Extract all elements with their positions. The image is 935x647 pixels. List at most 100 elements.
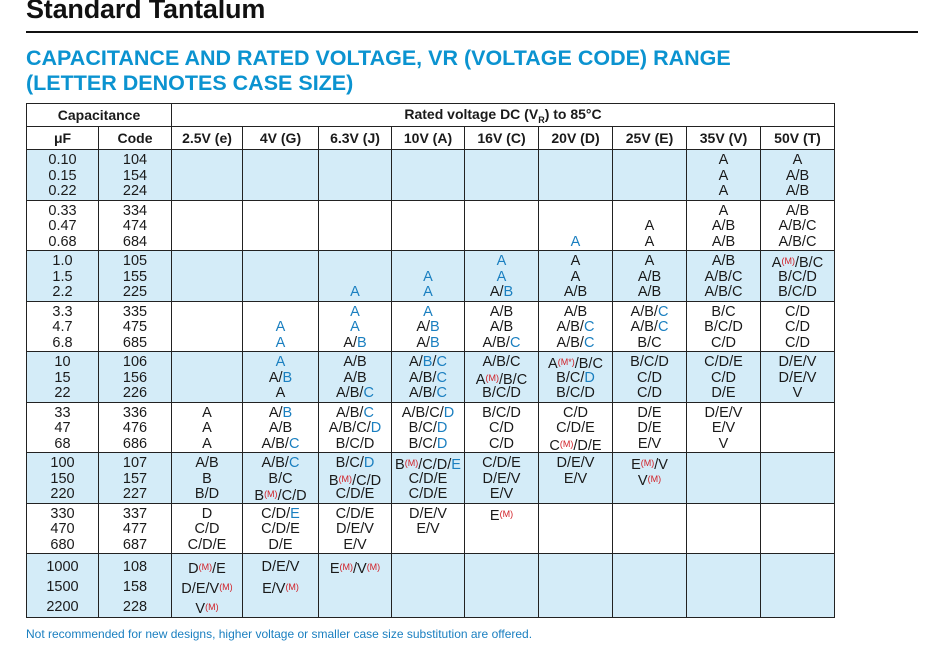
case-size-cell: A/B B B/D	[171, 452, 243, 504]
case-size-cell: A/B/C B/C B(M)/C/D	[242, 452, 319, 504]
case-size-cell: C/D/E D/E/V E/V	[318, 502, 392, 554]
case-size-cell	[464, 199, 539, 251]
column-header-voltage: 50V (T)	[760, 126, 835, 150]
case-size-cell: A A/B A/B	[612, 250, 687, 302]
case-size-cell: B(M)/C/D/E C/D/E C/D/E	[391, 452, 465, 504]
case-size-cell	[171, 149, 243, 201]
capacitance-code-cell: 107 157 227	[98, 452, 172, 504]
page-title: Standard Tantalum	[26, 0, 266, 24]
case-size-cell	[760, 401, 835, 453]
not-recommended-marker: (M)	[499, 508, 514, 519]
not-recommended-marker: (M)	[559, 438, 574, 449]
rated-voltage-header: Rated voltage DC (VR) to 85°C	[171, 103, 835, 127]
case-size-cell	[242, 199, 319, 251]
not-recommended-marker: (M)	[640, 458, 655, 468]
case-size-cell: A	[538, 199, 613, 251]
table-row: 10 15 22 106 156 226 A A/B A A/B A/B A/B/C A/B/C A/B…	[26, 351, 835, 403]
case-size-cell: A A A/B	[318, 300, 392, 352]
case-size-cell	[686, 452, 761, 504]
case-size-cell	[760, 452, 835, 504]
case-size-cell	[686, 502, 761, 554]
case-size-cell	[538, 553, 613, 618]
case-size-cell: A A/B A/B	[686, 199, 761, 251]
column-header-voltage: 10V (A)	[391, 126, 465, 150]
capacitance-code-cell: 105 155 225	[98, 250, 172, 302]
column-header-voltage: 20V (D)	[538, 126, 613, 150]
capacitance-code-cell: 108 158 228	[98, 553, 172, 618]
case-size-cell	[391, 199, 465, 251]
table-heading-line-1: CAPACITANCE AND RATED VOLTAGE, VR (VOLTA…	[26, 46, 731, 70]
case-size-cell: C/D/E C/D/E D/E	[242, 502, 319, 554]
case-size-cell	[538, 149, 613, 201]
case-size-cell	[760, 553, 835, 618]
column-header-voltage: 6.3V (J)	[318, 126, 392, 150]
capacitance-voltage-table-wrapper: Capacitance Rated voltage DC (VR) to 85°…	[26, 103, 835, 618]
table-row: 3.3 4.7 6.8 335 475 685 A A A A A/B A A/B A/B A/B A/B A…	[26, 300, 835, 352]
case-size-cell: A/B A/B/C A/B/C	[760, 199, 835, 251]
table-heading: CAPACITANCE AND RATED VOLTAGE, VR (VOLTA…	[26, 46, 906, 96]
not-recommended-marker: (M)	[339, 562, 353, 572]
table-row: 33 47 68 336 476 686 A A A A/B A/B A/B/C A/B/C A/B/C/…	[26, 401, 835, 453]
capacitance-uf-cell: 10 15 22	[26, 351, 99, 403]
column-header-voltage: 25V (E)	[612, 126, 687, 150]
table-heading-line-2: (LETTER DENOTES CASE SIZE)	[26, 71, 354, 95]
case-size-cell	[612, 502, 687, 554]
case-size-cell	[464, 553, 539, 618]
case-size-cell: D/E/V E/V(M)	[242, 553, 319, 618]
case-size-cell: A/B/C A(M)/B/C B/C/D	[464, 351, 539, 403]
case-size-cell	[464, 149, 539, 201]
case-size-cell: B/C B/C/D C/D	[686, 300, 761, 352]
case-size-cell: D/E D/E E/V	[612, 401, 687, 453]
case-size-cell	[171, 199, 243, 251]
title-divider	[26, 31, 918, 33]
case-size-cell: C/D C/D C/D	[760, 300, 835, 352]
case-size-cell: D/E/V D/E/V V	[760, 351, 835, 403]
capacitance-uf-cell: 1.0 1.5 2.2	[26, 250, 99, 302]
case-size-cell	[171, 351, 243, 403]
case-size-cell: E(M)/V V(M)	[612, 452, 687, 504]
table-body: 0.10 0.15 0.22 104 154 224 A A A A A/B A/B 0.33 0.47…	[26, 149, 835, 618]
case-size-cell	[391, 149, 465, 201]
case-size-cell	[612, 149, 687, 201]
capacitance-code-cell: 106 156 226	[98, 351, 172, 403]
case-size-cell: A/B/C A/B/C A/B/C	[391, 351, 465, 403]
case-size-cell: C/D/E C/D D/E	[686, 351, 761, 403]
capacitance-voltage-table: Capacitance Rated voltage DC (VR) to 85°…	[26, 103, 835, 618]
case-size-cell: A/B A/B A/B/C	[242, 401, 319, 453]
not-recommended-marker: (M)	[338, 473, 353, 484]
case-size-cell: E(M)/V(M)	[318, 553, 392, 618]
case-size-cell: A(M)/B/C B/C/D B/C/D	[760, 250, 835, 302]
column-header-voltage: 2.5V (e)	[171, 126, 243, 150]
not-recommended-marker: (M)	[404, 458, 419, 468]
case-size-cell: B/C/D C/D C/D	[464, 401, 539, 453]
capacitance-uf-cell: 1000 1500 2200	[26, 553, 99, 618]
case-size-cell: D C/D C/D/E	[171, 502, 243, 554]
case-size-cell	[538, 502, 613, 554]
not-recommended-marker: (M)	[781, 256, 795, 266]
capacitance-uf-cell: 33 47 68	[26, 401, 99, 453]
capacitance-uf-cell: 330 470 680	[26, 502, 99, 554]
case-size-cell: E(M)	[464, 502, 539, 554]
case-size-cell: A/B A/B/C A/B/C	[538, 300, 613, 352]
case-size-cell: D/E/V E/V	[391, 502, 465, 554]
case-size-cell: A/B A/B A/B/C	[318, 351, 392, 403]
case-size-cell	[686, 553, 761, 618]
capacitance-code-cell: 337 477 687	[98, 502, 172, 554]
case-size-cell: B/C/D C/D C/D	[612, 351, 687, 403]
column-header-voltage: 35V (V)	[686, 126, 761, 150]
case-size-cell: A A/B A	[242, 351, 319, 403]
case-size-cell	[171, 250, 243, 302]
case-size-cell	[612, 553, 687, 618]
case-size-cell	[242, 250, 319, 302]
capacitance-code-cell: 104 154 224	[98, 149, 172, 201]
footnote: Not recommended for new designs, higher …	[26, 627, 533, 641]
case-size-cell: B/C/D B(M)/C/D C/D/E	[318, 452, 392, 504]
not-recommended-marker: (M)	[647, 473, 662, 484]
capacitance-uf-cell: 0.33 0.47 0.68	[26, 199, 99, 251]
column-header-voltage: 4V (G)	[242, 126, 319, 150]
case-size-cell	[242, 149, 319, 201]
